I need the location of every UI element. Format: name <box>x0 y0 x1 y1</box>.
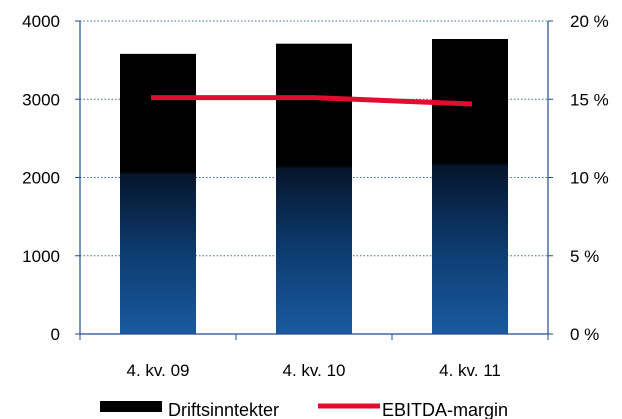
tick-labels: 0 1000 2000 3000 4000 0 % 5 % 10 % 15 % 20 % 4. kv… <box>22 12 609 380</box>
y-left-tick-label: 0 <box>51 325 60 344</box>
y-right-tick-label: 5 % <box>570 247 599 266</box>
bar-driftsinntekter <box>432 38 508 335</box>
line-series <box>151 95 473 107</box>
y-right-tick-label: 10 % <box>570 169 609 188</box>
x-category-label: 4. kv. 09 <box>127 361 190 380</box>
y-left-tick-label: 3000 <box>22 90 60 109</box>
legend-label-driftsinntekter: Driftsinntekter <box>168 400 279 419</box>
legend: Driftsinntekter EBITDA-margin <box>100 400 508 419</box>
x-category-label: 4. kv. 11 <box>439 361 501 380</box>
line-ebitda-margin <box>151 95 473 107</box>
legend-swatch-driftsinntekter <box>100 401 162 412</box>
y-right-tick-label: 0 % <box>570 325 599 344</box>
axes <box>75 20 553 340</box>
y-left-tick-label: 1000 <box>22 247 60 266</box>
y-left-tick-label: 2000 <box>22 169 60 188</box>
bar-series <box>120 38 508 335</box>
y-right-tick-label: 20 % <box>570 12 609 31</box>
bar-driftsinntekter <box>276 43 352 334</box>
x-category-label: 4. kv. 10 <box>283 361 346 380</box>
y-left-tick-label: 4000 <box>22 12 60 31</box>
legend-label-ebitda-margin: EBITDA-margin <box>382 400 508 419</box>
y-right-tick-label: 15 % <box>570 90 609 109</box>
bar-driftsinntekter <box>120 53 196 335</box>
